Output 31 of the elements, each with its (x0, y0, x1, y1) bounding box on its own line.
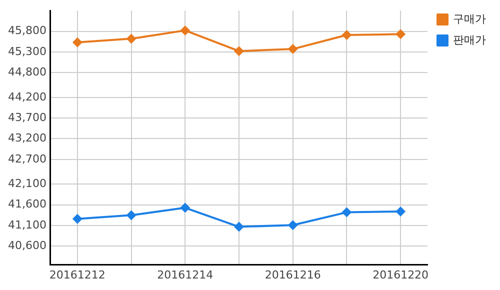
point (180, 202, 190, 213)
point (342, 30, 352, 40)
point (396, 29, 406, 40)
y-tick-label: 43,200 (8, 132, 46, 145)
y-tick-label: 44,200 (8, 90, 46, 104)
y-tick-label: 41,100 (8, 218, 46, 232)
point (342, 207, 352, 218)
y-tick-label: 42,700 (8, 152, 46, 166)
legend-label: 구매가 (453, 12, 486, 26)
point (126, 210, 136, 220)
x-tick-label: 20161220 (372, 268, 429, 282)
y-tick-label: 41,600 (8, 198, 46, 211)
y-tick-label: 42,100 (8, 177, 46, 190)
y-tick-label: 45,300 (8, 44, 46, 58)
y-tick-label: 44,800 (8, 65, 46, 78)
y-tick-label: 43,700 (8, 110, 46, 124)
point (72, 37, 82, 48)
point (288, 44, 298, 54)
point (396, 206, 406, 216)
x-tick-label: 20161212 (49, 268, 106, 282)
point (234, 46, 244, 56)
x-tick-label: 20161214 (157, 268, 214, 282)
point (180, 25, 190, 36)
x-tick-label: 20161216 (264, 268, 321, 282)
y-tick-label: 40,600 (8, 239, 46, 252)
point (72, 214, 82, 224)
point (126, 34, 136, 44)
y-tick-label: 45,800 (8, 24, 46, 38)
legend-label: 판매가 (453, 33, 486, 46)
point (234, 222, 244, 232)
point (288, 220, 298, 230)
